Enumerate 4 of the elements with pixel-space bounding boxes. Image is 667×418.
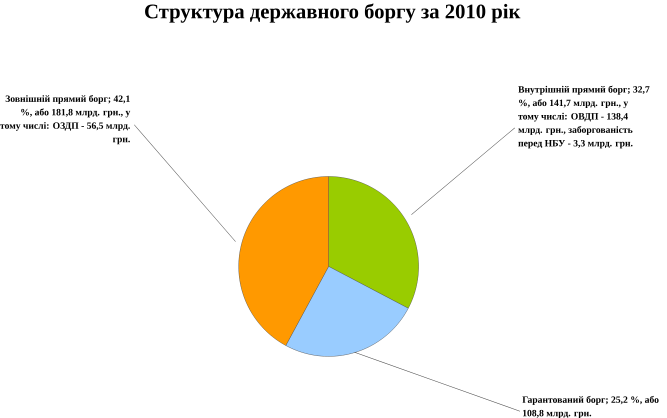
slice-label: Внутрішній прямий борг; 32,7 %, або 141,7 млрд. грн., у тому числі: ОВДП - 138,4 млрд. грн., заборгованість перед НБУ - 3,3 млрд. грн. bbox=[518, 86, 650, 148]
slice-label: Зовнішній прямий борг; 42,1 %, або 181,8 млрд. грн., у тому числі: ОЗДП - 56,5 млрд. грн. bbox=[0, 94, 130, 144]
chart-title: Структура державного боргу за 2010 рік bbox=[145, 3, 520, 23]
slice-label: Гарантований борг; 25,2 %, або 108,8 млрд. грн. bbox=[522, 396, 659, 418]
